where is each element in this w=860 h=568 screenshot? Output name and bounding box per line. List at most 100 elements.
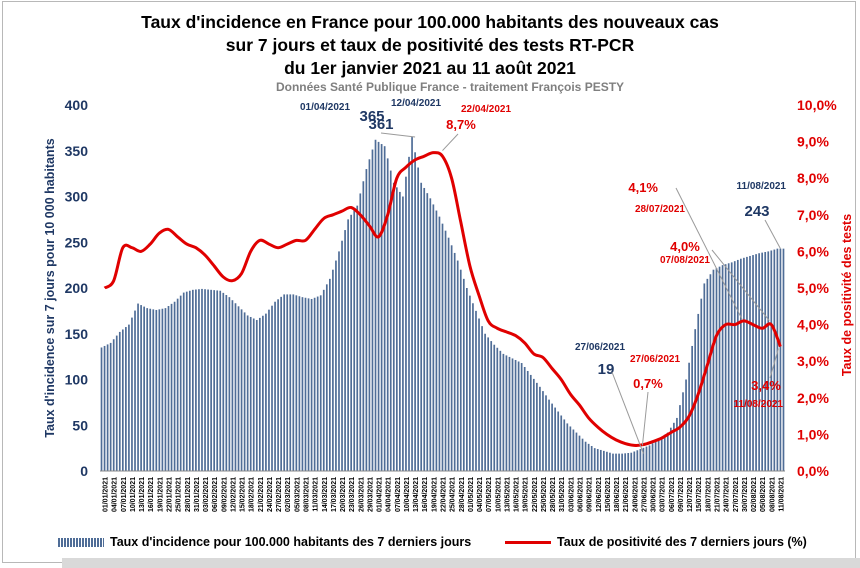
x-tick-label: 15/06/2021: [605, 477, 612, 512]
incidence-bar: [642, 447, 645, 471]
x-tick-label: 14/03/2021: [322, 477, 329, 512]
incidence-bar: [338, 251, 340, 471]
annotation-value-8-7: 8,7%: [446, 117, 476, 132]
legend-item-positivity: Taux de positivité des 7 derniers jours …: [505, 535, 807, 549]
annotation-leader: [764, 219, 781, 249]
x-tick-label: 27/02/2021: [276, 477, 283, 512]
x-tick-label: 01/04/2021: [377, 477, 384, 512]
incidence-bar: [475, 310, 477, 472]
annotation-value-365: 365: [359, 108, 384, 125]
x-tick-label: 08/08/2021: [769, 477, 776, 512]
incidence-bar: [262, 315, 264, 471]
incidence-bar: [499, 350, 502, 471]
right-tick-label: 10,0%: [797, 97, 837, 113]
annotation-value-0-7: 0,7%: [633, 376, 663, 391]
x-tick-label: 22/05/2021: [532, 477, 539, 512]
incidence-bar: [767, 251, 770, 471]
incidence-bar: [271, 305, 273, 471]
incidence-bar: [231, 300, 234, 471]
legend-swatch-bars: [58, 537, 104, 547]
x-tick-label: 10/01/2021: [130, 477, 137, 512]
incidence-bar: [258, 317, 261, 471]
incidence-bar: [125, 327, 127, 471]
incidence-bar: [606, 451, 608, 471]
x-tick-label: 26/03/2021: [358, 477, 365, 512]
x-tick-label: 21/02/2021: [258, 477, 265, 512]
right-tick-label: 8,0%: [797, 170, 829, 186]
incidence-bar: [408, 156, 410, 471]
incidence-bar: [249, 316, 252, 471]
incidence-bar: [335, 260, 337, 471]
x-tick-label: 04/04/2021: [386, 477, 393, 512]
incidence-bar: [322, 289, 325, 471]
x-tick-label: 06/07/2021: [669, 477, 676, 512]
x-tick-label: 13/05/2021: [504, 477, 511, 512]
incidence-bar: [466, 288, 468, 471]
incidence-bar: [332, 269, 334, 471]
incidence-bar: [569, 426, 572, 471]
incidence-bar: [752, 255, 754, 471]
incidence-bar: [456, 260, 459, 471]
incidence-bar: [268, 309, 270, 471]
incidence-bar: [386, 158, 389, 472]
incidence-bar: [532, 378, 535, 471]
incidence-bar: [204, 289, 206, 471]
x-tick-label: 18/06/2021: [614, 477, 621, 512]
incidence-bar: [523, 367, 526, 471]
x-tick-label: 09/02/2021: [221, 477, 228, 512]
right-tick-label: 1,0%: [797, 426, 829, 442]
x-tick-label: 27/07/2021: [733, 477, 740, 512]
incidence-bar: [539, 386, 541, 471]
incidence-bar: [776, 248, 779, 471]
left-tick-label: 350: [65, 143, 89, 159]
x-tick-label: 25/01/2021: [176, 477, 183, 512]
incidence-bar: [575, 432, 578, 471]
incidence-bar: [548, 399, 550, 471]
annotation-date-2807: 28/07/2021: [635, 204, 685, 215]
incidence-bar: [426, 193, 429, 471]
x-tick-label: 12/06/2021: [596, 477, 603, 512]
incidence-bar: [669, 427, 672, 471]
incidence-bar: [109, 342, 112, 471]
incidence-bar: [743, 257, 745, 471]
incidence-bar: [350, 214, 353, 472]
x-tick-label: 04/01/2021: [112, 477, 119, 512]
incidence-bar: [682, 392, 684, 471]
legend-item-incidence: Taux d'incidence pour 100.000 habitants …: [58, 535, 471, 549]
incidence-bar: [347, 219, 349, 472]
right-tick-label: 2,0%: [797, 390, 829, 406]
incidence-bar: [329, 278, 331, 471]
incidence-bar: [584, 441, 587, 471]
x-tick-label: 11/08/2021: [778, 477, 785, 512]
incidence-bar: [469, 295, 471, 472]
annotation-leader: [641, 391, 649, 446]
incidence-bar: [298, 296, 301, 471]
x-tick-label: 17/03/2021: [331, 477, 338, 512]
incidence-bar: [234, 303, 237, 471]
incidence-bar: [481, 326, 483, 472]
incidence-bar: [749, 255, 751, 471]
left-tick-label: 100: [65, 372, 89, 388]
incidence-bar: [292, 294, 295, 471]
x-tick-label: 05/08/2021: [760, 477, 767, 512]
x-tick-label: 13/04/2021: [413, 477, 420, 512]
chart-title-line-3: du 1er janvier 2021 au 11 août 2021: [284, 58, 576, 78]
left-tick-label: 400: [65, 97, 89, 113]
incidence-bar: [648, 445, 651, 471]
x-tick-label: 25/04/2021: [450, 477, 457, 512]
x-tick-label: 16/05/2021: [514, 477, 521, 512]
incidence-bar: [167, 306, 170, 471]
right-tick-label: 5,0%: [797, 280, 829, 296]
incidence-bar: [192, 289, 194, 471]
left-tick-label: 200: [65, 280, 89, 296]
incidence-bar: [761, 252, 764, 471]
incidence-bar: [666, 432, 669, 471]
incidence-bar: [399, 191, 401, 471]
incidence-bar: [581, 438, 584, 471]
incidence-bar: [143, 306, 145, 471]
incidence-bar: [100, 347, 103, 471]
incidence-bar: [389, 170, 392, 471]
incidence-bar: [453, 252, 456, 471]
annotation-leader: [380, 132, 416, 138]
